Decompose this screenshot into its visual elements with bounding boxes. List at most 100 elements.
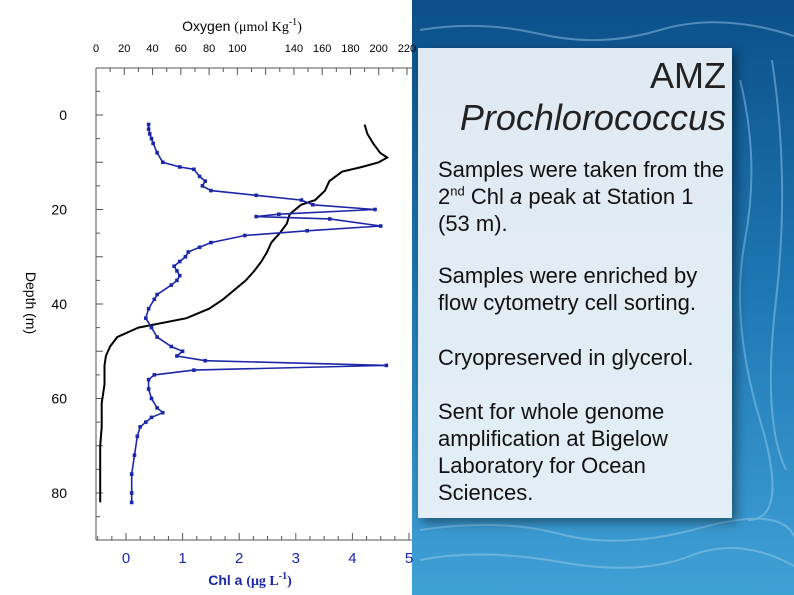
chl-a-data-point [146,377,151,382]
bottom-axis-tick-label: 4 [348,550,356,567]
chl-a-data-point [129,472,134,476]
chl-a-data-point [146,387,151,391]
chl-a-data-point [149,136,154,141]
chl-a-data-point [132,453,137,457]
chl-a-data-point [209,240,213,245]
oxygen-profile-line [99,124,390,503]
bullet-sampling: Samples were taken from the 2nd Chl a pe… [438,156,728,237]
y-axis-tick-label: 80 [51,485,67,501]
chl-a-data-point [310,202,315,207]
bullet-enrichment: Samples were enriched by flow cytometry … [438,263,698,315]
chl-a-data-point [192,368,196,372]
chl-a-data-point [155,292,159,297]
chl-a-data-point [384,363,389,368]
bullet-sampling-italic: a [509,184,523,209]
bottom-axis-label-close: ) [287,574,292,589]
chl-a-data-point [169,344,174,349]
panel-title-amz: AMZ [650,55,726,96]
top-axis-tick-label: 60 [175,43,187,55]
chl-a-data-point [177,165,182,169]
chl-a-data-point [186,250,191,254]
top-axis-label-unit: (μmol Kg [234,20,289,35]
top-axis-tick-label: 100 [228,43,246,55]
bottom-axis-label-prefix: Chl a [208,572,242,588]
top-axis-tick-label: 20 [118,43,130,55]
chl-a-data-point [175,278,179,283]
svg-text:Oxygen (μmol Kg-1): Oxygen (μmol Kg-1) [182,17,302,35]
chl-a-data-point [203,179,208,183]
chl-a-data-point [183,254,188,259]
bottom-axis-tick-label: 2 [235,550,243,567]
bottom-axis-tick-label: 3 [292,550,300,567]
bottom-axis-label: Chl a (μg L-1) [208,571,292,589]
chl-a-data-point [177,259,182,264]
info-panel: AMZ Prochlorococcus Samples were taken f… [418,48,732,518]
top-axis-label-exp: -1 [289,17,297,28]
chl-a-data-point [144,420,148,424]
chl-a-data-point [192,167,196,172]
chl-a-data-point [327,217,332,221]
top-axis-tick-label: 140 [285,43,303,55]
chl-a-data-point [155,335,159,339]
top-axis-label-close: ) [297,20,302,35]
chl-a-data-point [151,141,155,146]
top-axis-tick-label: 40 [146,43,158,55]
top-axis-tick-label: 80 [203,43,215,55]
bottom-axis-tick-label: 0 [122,550,130,567]
chl-a-data-point [175,354,179,358]
chl-a-data-point [149,396,154,401]
chl-a-data-point [152,373,157,377]
top-axis-label: Oxygen (μmol Kg-1) [182,17,302,35]
chl-a-profile-line [130,124,387,503]
chl-a-data-point [177,273,182,278]
chl-a-data-point [155,151,159,155]
chl-a-data-point [146,122,151,127]
bottom-axis-tick-label: 1 [178,550,186,567]
chl-a-data-point [138,425,142,429]
chl-a-data-point [160,410,165,415]
chl-a-data-point [172,264,176,268]
y-axis-tick-label: 0 [59,107,67,123]
bottom-axis-label-unit: (μg L [246,574,278,589]
bottom-axis-label-exp: -1 [279,571,287,582]
y-axis-label: Depth (m) [23,272,39,334]
chl-a-data-point [277,212,281,217]
chl-a-data-point [378,224,383,228]
chl-a-data-point [197,174,202,179]
chl-a-data-point [175,269,179,273]
y-axis-tick-label: 20 [51,202,67,218]
chl-a-data-point [149,415,154,420]
top-axis-tick-label: 180 [341,43,359,55]
chl-a-data-point [254,193,258,198]
chl-a-data-point [146,306,151,311]
chl-a-data-point [305,228,309,233]
chl-a-data-point [373,207,377,212]
panel-title-prochlorococcus: Prochlorococcus [459,97,726,138]
chl-a-data-point [197,245,202,250]
chl-a-data-point [147,132,152,136]
svg-text:Chl a (μg L-1): Chl a (μg L-1) [208,571,292,589]
chl-a-data-point [243,233,247,238]
chl-a-data-point [203,358,208,363]
bottom-axis-tick-label: 5 [405,550,413,567]
top-axis-tick-label: 160 [313,43,331,55]
chl-a-data-point [129,500,134,505]
chl-a-data-point [149,325,154,330]
bullet-sampling-sup: nd [450,183,465,199]
bullet-amplification: Sent for whole genome amplification at B… [438,399,668,505]
y-axis-tick-label: 40 [51,296,67,312]
y-axis-tick-label: 60 [51,391,67,407]
top-axis-tick-label: 220 [398,43,416,55]
chl-a-data-point [129,491,134,495]
chl-a-data-point [155,406,159,410]
chl-a-data-point [169,283,174,287]
chl-a-data-point [160,160,165,165]
depth-profile-chart: Oxygen (μmol Kg-1) 0 20 40 60 80 100 140 160 180… [23,17,416,589]
chl-a-data-point [299,198,304,202]
top-axis-tick-label: 0 [93,43,99,55]
chl-a-data-point [144,316,148,320]
bullet-sampling-mid: Chl [464,184,510,209]
chl-a-data-point [146,127,151,131]
top-axis-tick-label: 200 [370,43,388,55]
bullet-sampling-pre: Samples were taken from the 2 [438,157,725,209]
